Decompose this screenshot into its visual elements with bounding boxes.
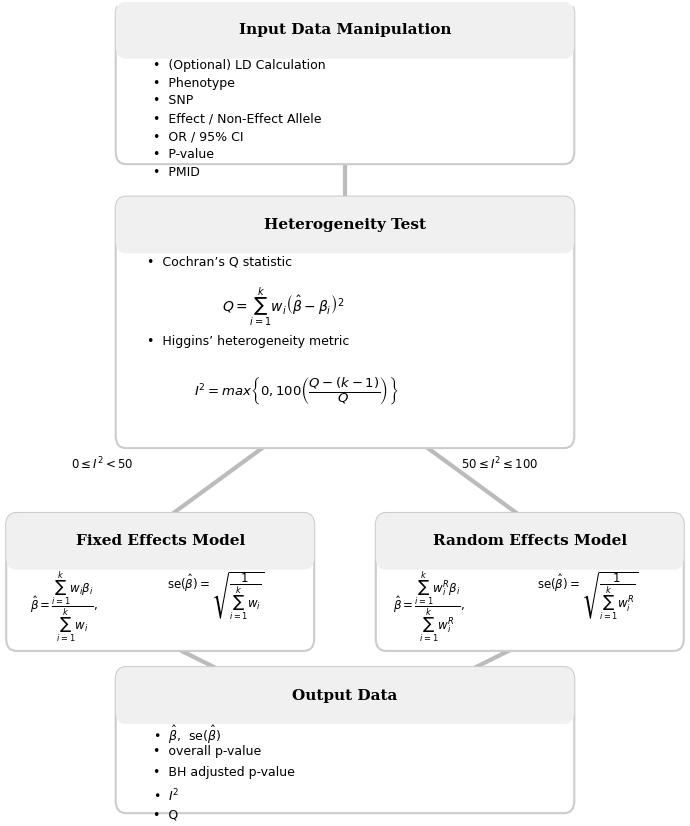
Text: •  Higgins’ heterogeneity metric: • Higgins’ heterogeneity metric <box>146 335 349 348</box>
Text: Input Data Manipulation: Input Data Manipulation <box>239 23 451 37</box>
Text: •  PMID: • PMID <box>153 166 200 178</box>
Text: $\mathrm{se}(\hat{\beta}) = \sqrt{\dfrac{1}{\sum_{i=1}^{k} w_i^R}}$: $\mathrm{se}(\hat{\beta}) = \sqrt{\dfrac… <box>537 570 638 622</box>
Text: •  OR / 95% CI: • OR / 95% CI <box>153 130 244 143</box>
Text: •  BH adjusted p-value: • BH adjusted p-value <box>153 766 295 779</box>
Text: •  SNP: • SNP <box>153 94 194 107</box>
Text: Random Effects Model: Random Effects Model <box>433 534 627 548</box>
Bar <box>17 541 304 558</box>
Text: $50 \leq I^2 \leq 100$: $50 \leq I^2 \leq 100$ <box>462 455 539 472</box>
FancyBboxPatch shape <box>116 667 574 813</box>
Text: •  overall p-value: • overall p-value <box>153 745 262 758</box>
Text: Heterogeneity Test: Heterogeneity Test <box>264 218 426 232</box>
FancyBboxPatch shape <box>116 197 574 448</box>
Text: $\mathrm{se}(\hat{\beta}) = \sqrt{\dfrac{1}{\sum_{i=1}^{k} w_i}}$: $\mathrm{se}(\hat{\beta}) = \sqrt{\dfrac… <box>167 570 264 622</box>
Text: •  P-value: • P-value <box>153 148 215 161</box>
Text: Fixed Effects Model: Fixed Effects Model <box>76 534 245 548</box>
Text: $\hat{\beta} = \dfrac{\sum_{i=1}^{k} w_i^R \beta_i}{\sum_{i=1}^{k} w_i^R},$: $\hat{\beta} = \dfrac{\sum_{i=1}^{k} w_i… <box>393 570 465 644</box>
Text: $Q = \sum_{i=1}^{k} w_i\left(\hat{\beta} - \beta_i\right)^2$: $Q = \sum_{i=1}^{k} w_i\left(\hat{\beta}… <box>221 286 344 329</box>
Text: •  Phenotype: • Phenotype <box>153 77 235 89</box>
Text: •  $\hat{\beta}$,  se($\hat{\beta}$): • $\hat{\beta}$, se($\hat{\beta}$) <box>153 724 221 746</box>
Text: •  (Optional) LD Calculation: • (Optional) LD Calculation <box>153 59 326 72</box>
Text: Output Data: Output Data <box>293 689 397 703</box>
FancyBboxPatch shape <box>376 513 684 651</box>
FancyBboxPatch shape <box>6 513 314 651</box>
Bar <box>126 695 564 712</box>
FancyBboxPatch shape <box>116 197 574 254</box>
Text: $I^2 = max\left\{0, 100\left(\dfrac{Q-(k-1)}{Q}\right)\right\}$: $I^2 = max\left\{0, 100\left(\dfrac{Q-(k… <box>195 375 399 406</box>
FancyBboxPatch shape <box>116 667 574 724</box>
Text: $\hat{\beta} = \dfrac{\sum_{i=1}^{k} w_i \beta_i}{\sum_{i=1}^{k} w_i},$: $\hat{\beta} = \dfrac{\sum_{i=1}^{k} w_i… <box>30 570 98 644</box>
Bar <box>126 31 564 46</box>
FancyBboxPatch shape <box>376 513 684 570</box>
FancyBboxPatch shape <box>116 2 574 164</box>
Bar <box>126 225 564 241</box>
FancyBboxPatch shape <box>6 513 314 570</box>
Text: •  Cochran’s Q statistic: • Cochran’s Q statistic <box>146 256 292 268</box>
Text: •  Effect / Non-Effect Allele: • Effect / Non-Effect Allele <box>153 112 322 126</box>
Text: •  $I^2$: • $I^2$ <box>153 787 180 804</box>
Bar <box>386 541 673 558</box>
Text: $0 \leq I^2 < 50$: $0 \leq I^2 < 50$ <box>71 455 134 472</box>
FancyBboxPatch shape <box>116 2 574 59</box>
Text: •  Q: • Q <box>153 809 179 821</box>
